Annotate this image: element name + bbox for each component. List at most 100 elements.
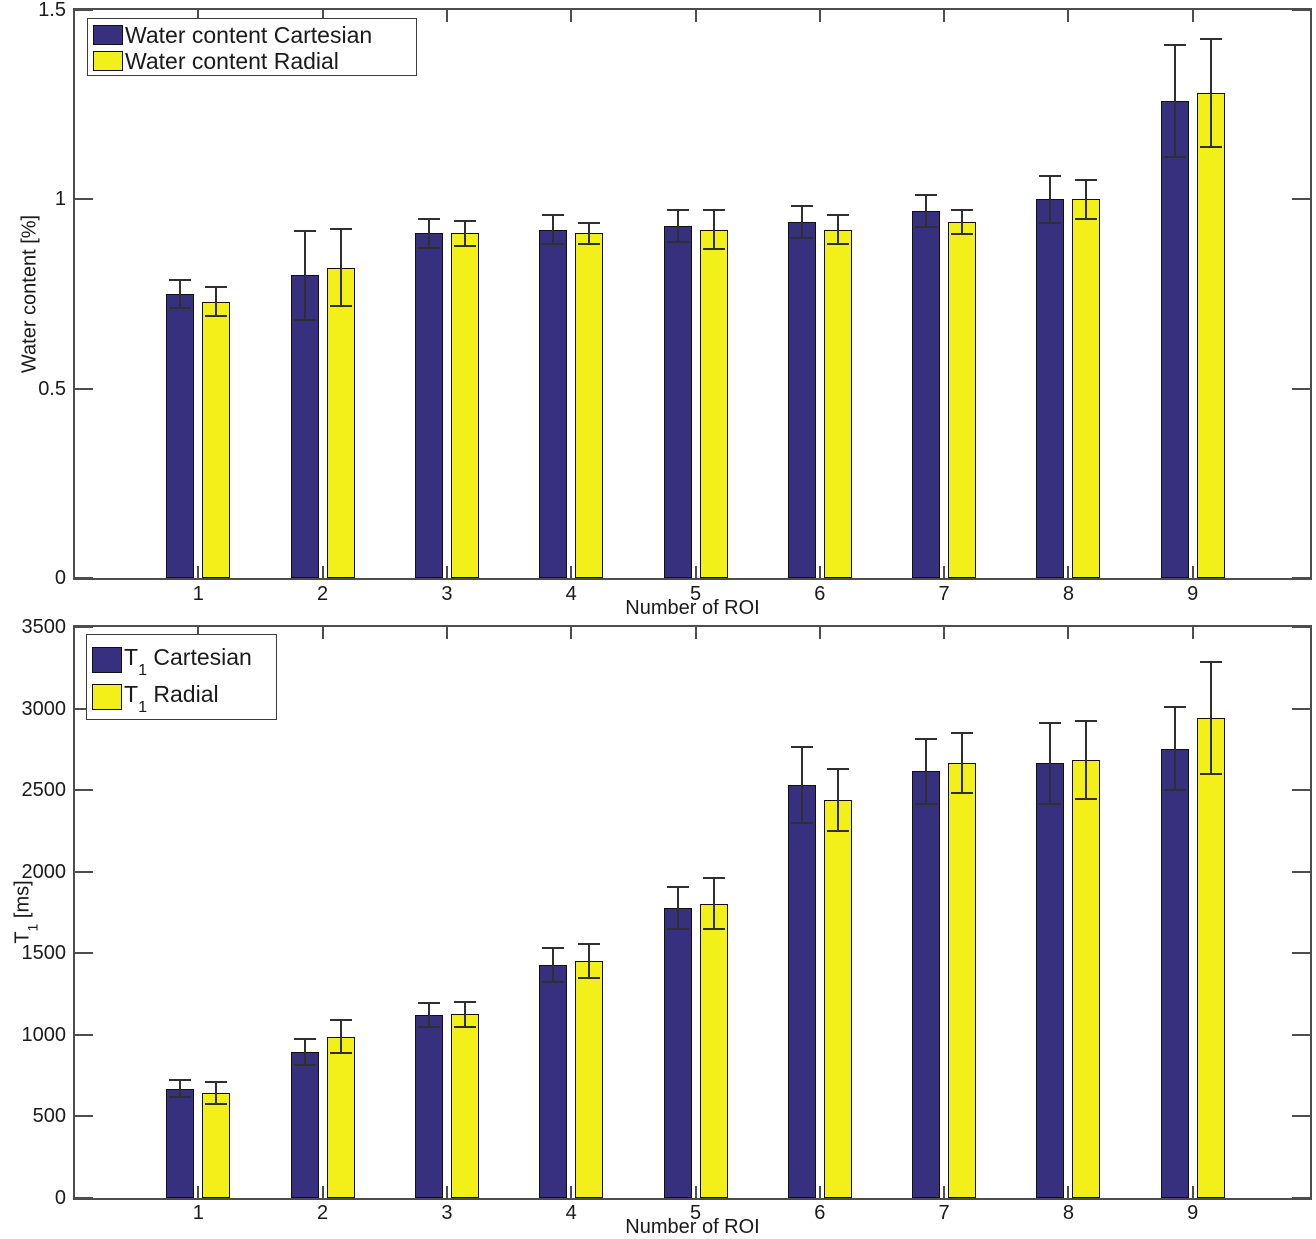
errorbar-radial-roi-4-cap-top [578,222,601,225]
bar-cartesian-roi-9 [1160,748,1189,1198]
x-tick-label: 3 [441,583,453,605]
errorbar-radial-roi-9 [1209,661,1212,776]
x-tick [445,566,448,578]
bar-radial-roi-4 [575,233,604,578]
x-tick [1067,1186,1070,1198]
x-tick-top [1067,627,1070,639]
errorbar-cartesian-roi-1 [179,1078,182,1099]
errorbar-radial-roi-4-cap-top [578,943,601,946]
y-tick [75,1197,93,1199]
errorbar-cartesian-roi-7 [925,737,928,805]
y-tick [75,1115,93,1118]
legend-item-t1-radial: T1 Radial [92,678,276,717]
y-tick-label: 0.5 [38,377,66,400]
bar-cartesian-roi-3 [414,1015,443,1198]
errorbar-cartesian-roi-2-cap-bottom [293,1063,316,1066]
y-tick [75,707,93,710]
errorbar-radial-roi-3-cap-bottom [453,244,476,247]
errorbar-cartesian-roi-2 [303,229,306,321]
errorbar-cartesian-roi-4-cap-top [542,946,565,949]
errorbar-radial-roi-1-cap-bottom [205,1103,228,1105]
errorbar-radial-roi-1-cap-top [205,286,228,289]
errorbar-cartesian-roi-6 [800,205,803,240]
bar-cartesian-roi-3 [414,233,443,578]
errorbar-cartesian-roi-5 [676,886,679,931]
errorbar-cartesian-roi-7-cap-bottom [915,802,938,805]
bar-radial-roi-6 [823,799,852,1198]
y-tick-label: 500 [32,1105,66,1128]
x-axis-label-bottom: Number of ROI [625,1216,760,1238]
errorbar-radial-roi-9-cap-top [1199,38,1222,41]
errorbar-cartesian-roi-5-cap-top [666,886,689,889]
bar-cartesian-roi-5 [663,908,692,1198]
legend-item-t1-cartesian: T1 Cartesian [92,641,276,679]
bar-radial-roi-7 [948,222,977,578]
x-tick [197,566,200,578]
x-tick-top [321,627,324,639]
y-tick [75,952,93,955]
x-tick [943,1186,946,1198]
x-tick [1067,566,1070,578]
y-tick-label: 3000 [21,697,67,720]
errorbar-cartesian-roi-4 [552,214,555,245]
x-tick-top [445,627,448,639]
errorbar-cartesian-roi-2-cap-bottom [293,318,316,321]
errorbar-cartesian-roi-6-cap-top [790,205,813,207]
bar-radial-roi-8 [1072,759,1101,1198]
x-tick-label: 2 [317,1202,329,1224]
x-tick-label: 5 [689,583,702,605]
errorbar-radial-roi-2 [339,227,342,308]
bar-cartesian-roi-4 [539,964,568,1198]
x-tick-label: 4 [565,1202,577,1224]
errorbar-cartesian-roi-4-cap-bottom [542,980,565,983]
errorbar-cartesian-roi-7-cap-bottom [915,225,938,228]
y-tick-right [1292,789,1310,792]
errorbar-cartesian-roi-3-cap-bottom [417,246,440,249]
x-tick-label: 6 [814,583,826,605]
y-tick-right [1292,1197,1310,1199]
errorbar-cartesian-roi-2 [303,1038,306,1066]
y-tick-right [1292,577,1310,579]
y-axis-label-water-content: Water content [%] [18,214,41,374]
errorbar-radial-roi-5 [712,877,715,930]
legend-swatch-t1-radial [92,683,122,710]
x-tick-top [445,10,448,22]
x-tick-top [943,627,946,639]
x-tick [570,1186,573,1198]
errorbar-radial-roi-1-cap-top [205,1080,228,1083]
y-tick-right [1292,952,1310,955]
bar-radial-roi-2 [326,267,355,578]
bar-cartesian-roi-1 [166,1088,195,1198]
y-tick [75,387,93,390]
legend-label-t1-radial: T1 Radial [124,680,219,717]
errorbar-cartesian-roi-7-cap-top [915,737,938,740]
x-tick-label: 1 [192,583,204,605]
x-tick-top [1067,10,1070,22]
y-tick-right [1292,707,1310,710]
errorbar-radial-roi-8-cap-bottom [1075,797,1098,800]
y-tick-right [1292,387,1310,390]
y-tick-label: 1500 [21,942,67,965]
errorbar-radial-roi-5 [712,208,715,251]
x-tick [445,1186,448,1198]
y-tick-right [1292,626,1310,628]
x-tick [321,1186,324,1198]
x-tick-label: 5 [689,1202,702,1224]
x-tick-top [321,10,324,22]
bar-radial-roi-9 [1196,93,1225,578]
errorbar-radial-roi-5-cap-top [702,208,725,211]
errorbar-radial-roi-5-cap-top [702,877,725,880]
x-tick-label: 6 [814,1202,826,1224]
x-tick [570,566,573,578]
bar-cartesian-roi-8 [1036,199,1065,578]
errorbar-cartesian-roi-1-cap-bottom [169,1096,192,1099]
bar-cartesian-roi-5 [663,225,692,578]
errorbar-cartesian-roi-3-cap-top [417,218,440,221]
bar-radial-roi-3 [450,1014,479,1198]
bar-radial-roi-3 [450,233,479,578]
errorbar-radial-roi-9-cap-bottom [1199,773,1222,776]
x-tick-label: 9 [1187,1202,1199,1224]
x-tick-label: 3 [441,1202,453,1224]
errorbar-radial-roi-1-cap-bottom [205,314,228,317]
